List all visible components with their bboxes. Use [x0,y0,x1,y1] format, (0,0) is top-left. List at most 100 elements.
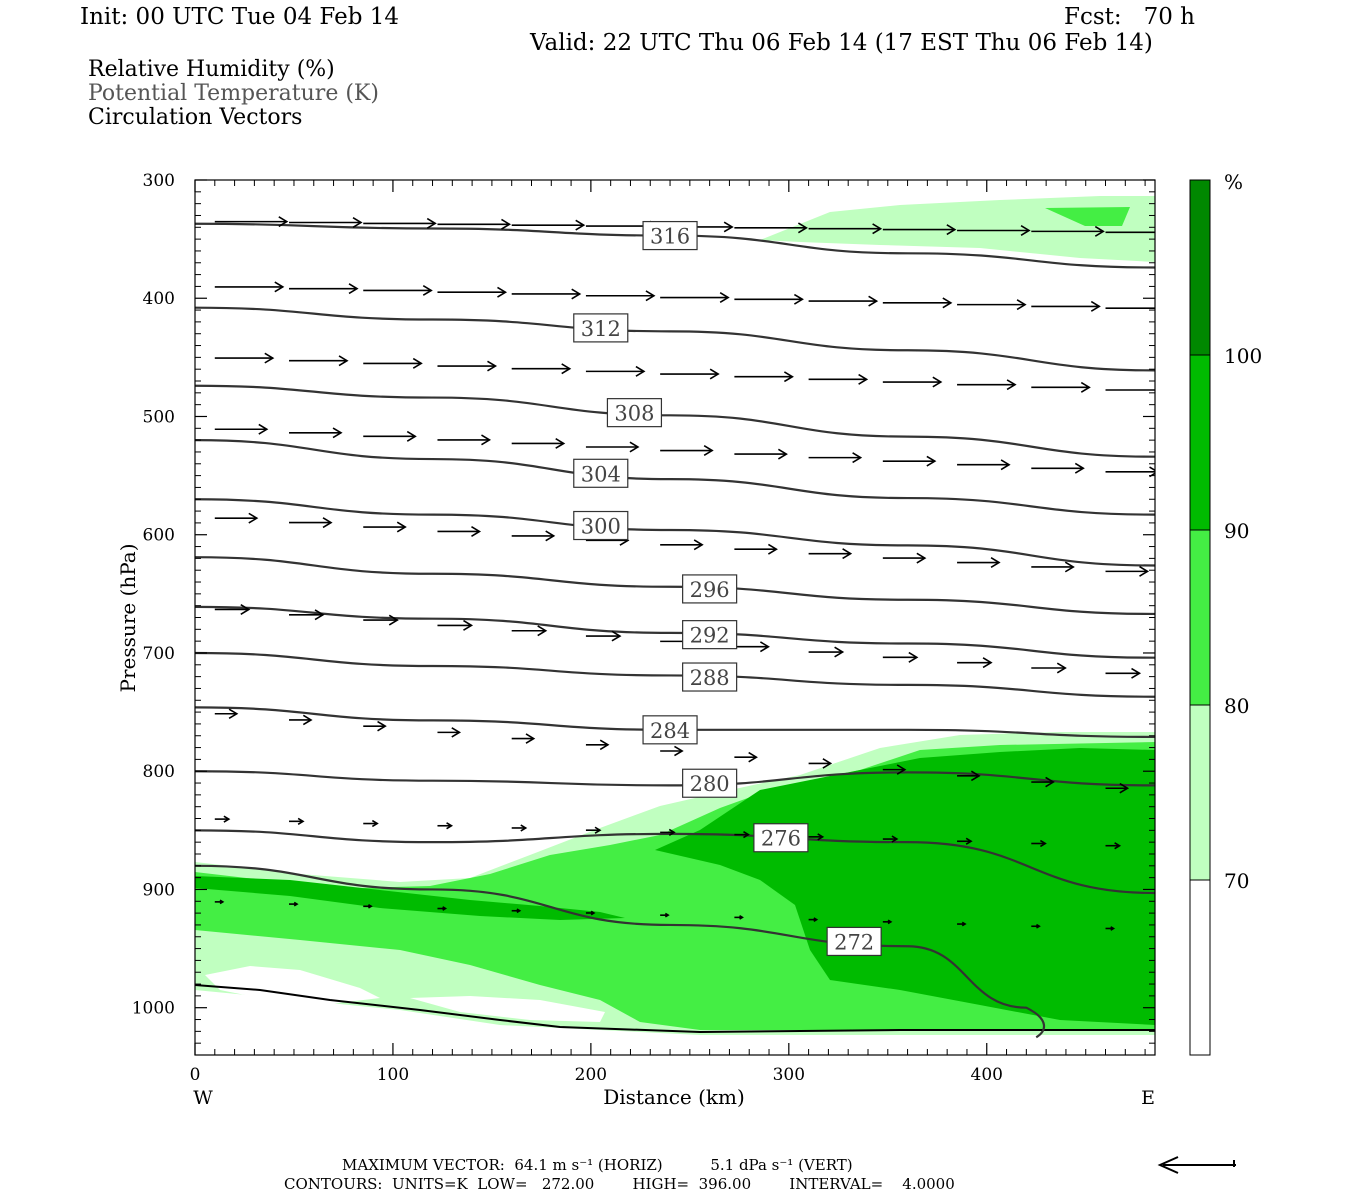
circulation-vector [1031,300,1101,312]
theta-contour-300 [195,498,1155,567]
colorbar: 70 80 90 100 [1189,179,1262,1056]
circulation-vector [808,452,863,464]
circulation-vector [882,224,957,236]
circulation-vector [808,373,869,385]
circulation-vector [585,739,610,751]
colorbar-label-80: 80 [1224,694,1249,718]
theta-label-box-284 [642,715,698,745]
circulation-vector [363,357,423,369]
max-vector-info: MAXIMUM VECTOR: 64.1 m s⁻¹ (HORIZ) 5.1 d… [342,1156,853,1174]
circulation-vector [882,376,943,388]
circulation-vector [882,835,899,843]
theta-label-box-308 [606,398,663,428]
circulation-vector [585,630,622,642]
rh-80-90-upper [1045,207,1130,226]
colorbar-swatch-2 [1190,530,1210,705]
circulation-vector [734,371,794,383]
circulation-vector [511,733,536,744]
circulation-vector [1105,389,1155,391]
y-axis-label: Pressure (hPa) [116,544,140,693]
y-tick-label-800: 800 [143,762,175,782]
x-axis-label: Distance (km) [603,1085,745,1109]
circulation-vector [363,819,379,828]
theta-label-296: 296 [690,578,730,602]
theta-label-276: 276 [761,827,801,851]
circulation-vector [882,455,937,467]
theta-label-304: 304 [581,462,621,486]
y-tick-label-600: 600 [143,526,175,546]
circulation-vector [1031,839,1047,848]
circulation-vector [511,363,572,375]
circulation-vector [511,824,528,832]
circulation-vector [808,223,883,235]
circulation-vector [585,290,656,302]
theta-label-box-276 [753,823,809,853]
circulation-vector [808,295,879,307]
circulation-vector [808,646,845,658]
circulation-vector [957,770,981,782]
theta-label-box-288 [682,662,738,692]
circulation-vector [511,437,566,449]
circulation-vector [585,441,640,453]
circulation-vector [289,517,333,529]
forecast-hour: Fcst: 70 h [1064,4,1195,30]
circulation-vector [214,352,275,364]
circulation-vector [1031,923,1041,929]
theta-contour-312 [195,306,1155,372]
x-tick-label-300: 300 [773,1065,805,1085]
circulation-vector [660,539,704,551]
colorbar-label-90: 90 [1224,519,1249,543]
theta-label-box-296 [682,574,738,604]
circulation-vector [289,901,299,907]
theta-contour-296 [195,556,1155,616]
ground-line [195,984,1155,1034]
circulation-vector [734,751,758,763]
circulation-vector [363,521,407,533]
colorbar-swatch-1 [1190,705,1210,880]
y-tick-label-1000: 1000 [132,999,175,1019]
circulation-vector [511,625,548,637]
theta-label-288: 288 [690,666,730,690]
circulation-vector [734,222,808,234]
rh-below-70-pocket2 [410,996,605,1022]
x-tick-label-100: 100 [377,1065,409,1085]
theta-label-box-300 [573,510,629,541]
theta-label-316: 316 [650,225,690,249]
circulation-vector [660,745,684,757]
circulation-vector [1105,466,1155,478]
circulation-vector [289,217,363,228]
circulation-vector [289,817,305,825]
x-axis-west-label: W [193,1087,213,1109]
circulation-vector [660,912,670,918]
circulation-vector [437,906,448,911]
theta-label-312: 312 [581,317,621,341]
circulation-vector [882,764,907,775]
y-tick-label-300: 300 [143,171,175,191]
circulation-vector [882,552,927,564]
circulation-vector [882,919,893,925]
circulation-vector [660,828,676,837]
colorbar-label-100: 100 [1224,344,1262,368]
circulation-vector [1031,662,1067,674]
circulation-vector [1105,565,1150,577]
circulation-vector [289,609,325,621]
circulation-vector [214,281,285,293]
circulation-vector [437,434,492,446]
circulation-vector [363,284,433,296]
circulation-vector [957,459,1011,471]
circulation-vector [511,219,586,231]
circulation-vector [214,815,231,823]
circulation-vector [1105,926,1116,931]
y-tick-label-500: 500 [143,407,175,427]
circulation-vector [1031,225,1105,237]
circulation-vector [289,714,313,726]
theta-label-280: 280 [690,772,730,796]
circulation-vector [511,288,582,300]
y-tick-label-700: 700 [143,644,175,664]
theta-label-284: 284 [650,719,690,743]
circulation-vector [363,903,373,909]
contour-info: CONTOURS: UNITS=K LOW= 272.00 HIGH= 396.… [284,1175,955,1193]
theta-label-box-316 [642,220,698,251]
circulation-vector [957,225,1031,236]
